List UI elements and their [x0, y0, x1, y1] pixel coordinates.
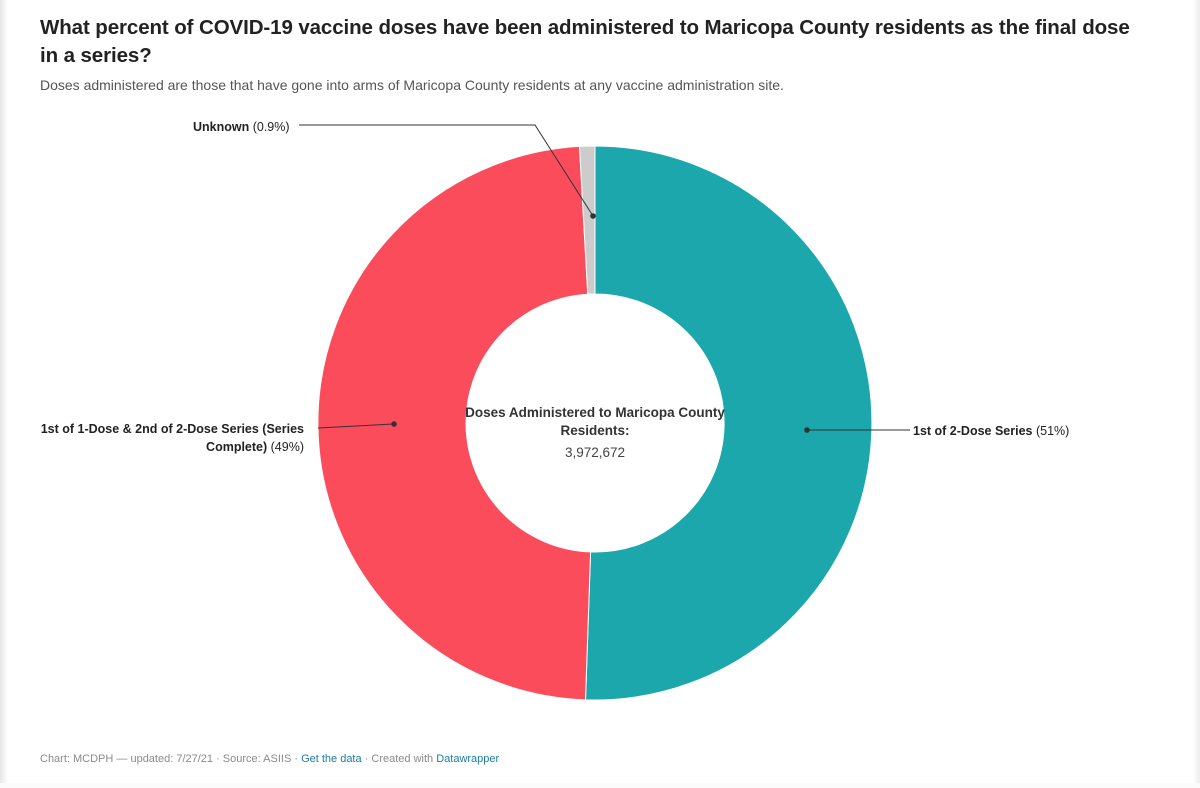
svg-text:1st of 1-Dose & 2nd of 2-Dose: 1st of 1-Dose & 2nd of 2-Dose Series (Se…: [41, 422, 304, 436]
svg-text:Complete) (49%): Complete) (49%): [206, 440, 304, 454]
svg-text:Unknown (0.9%): Unknown (0.9%): [193, 120, 290, 134]
svg-text:Doses Administered to Maricopa: Doses Administered to Maricopa County: [465, 405, 725, 420]
svg-text:1st of 2-Dose Series (51%): 1st of 2-Dose Series (51%): [913, 424, 1069, 438]
svg-text:Residents:: Residents:: [560, 423, 629, 438]
svg-text:3,972,672: 3,972,672: [565, 445, 625, 460]
